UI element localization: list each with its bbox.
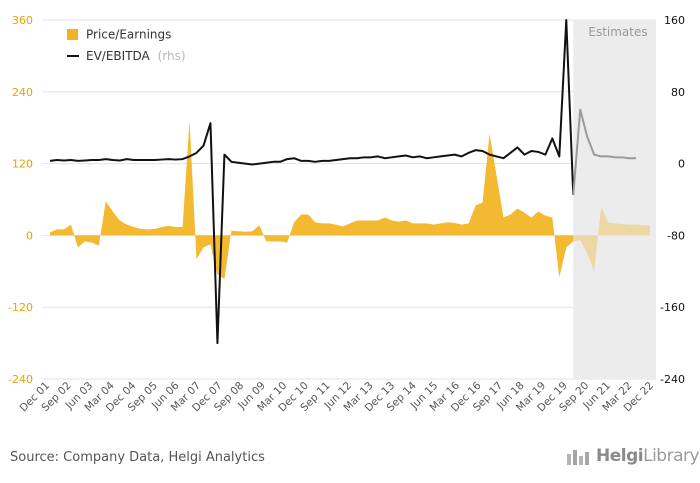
logo-text: HelgiLibrary: [596, 446, 700, 466]
legend-ev-text: EV/EBITDA (rhs): [86, 49, 186, 63]
right-axis: 160 80 0 -80 -160 -240: [660, 14, 685, 386]
legend-ev-sub: (rhs): [158, 49, 186, 63]
logo-suffix: Library: [643, 446, 700, 466]
logo-prefix: Helgi: [596, 446, 644, 466]
ev-line-estimate: [572, 108, 637, 196]
left-tick-label: 120: [12, 158, 33, 171]
right-tick-label: 0: [678, 158, 685, 171]
ev-series: [49, 19, 637, 345]
legend-pe-swatch: [67, 29, 78, 40]
estimates-label: Estimates: [588, 25, 647, 39]
right-tick-label: 160: [664, 14, 685, 27]
chart-svg: Estimates 360 240 120 0 -120 -240 160 80 0 -80 -1…: [8, 14, 685, 414]
ev-line-actual: [49, 19, 575, 345]
legend-pe-label: Price/Earnings: [86, 28, 171, 42]
source-note: Source: Company Data, Helgi Analytics: [10, 450, 265, 465]
library-logo-icon: [567, 450, 589, 465]
right-tick-label: -240: [660, 373, 685, 386]
legend-ev-label: EV/EBITDA: [86, 49, 151, 63]
pe-area-estimate: [573, 206, 650, 272]
left-tick-label: 0: [26, 229, 33, 242]
pe-area-actual: [50, 120, 574, 280]
right-tick-label: -160: [660, 301, 685, 314]
left-tick-label: 360: [12, 14, 33, 27]
left-tick-label: -240: [8, 373, 33, 386]
left-tick-label: 240: [12, 86, 33, 99]
legend: Price/Earnings EV/EBITDA (rhs): [67, 28, 186, 63]
pe-series: [50, 120, 650, 280]
helgi-library-logo: HelgiLibrary: [566, 446, 700, 466]
right-tick-label: -80: [667, 229, 685, 242]
left-axis: 360 240 120 0 -120 -240: [8, 14, 33, 386]
estimates-region: [573, 20, 656, 379]
right-tick-label: 80: [671, 86, 685, 99]
left-tick-label: -120: [8, 301, 33, 314]
